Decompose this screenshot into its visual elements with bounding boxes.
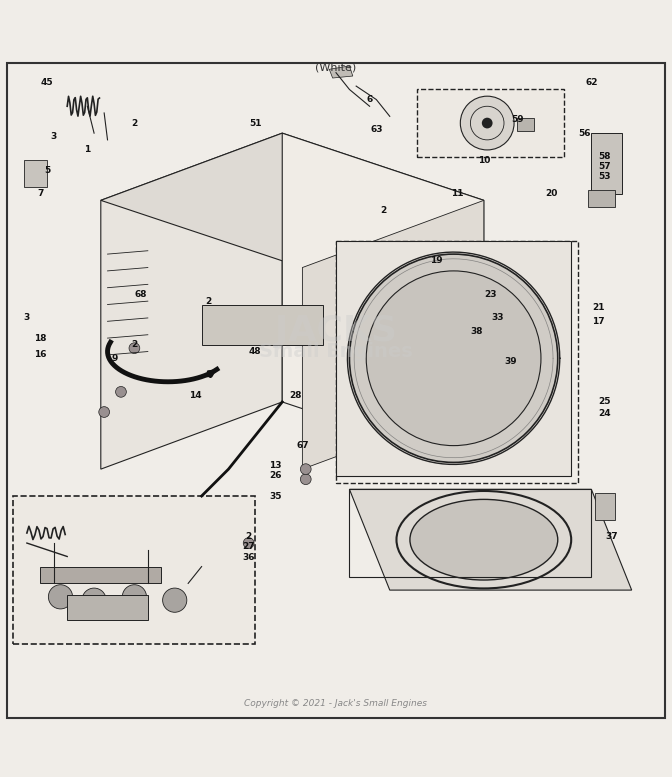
Polygon shape <box>282 133 484 469</box>
Circle shape <box>243 538 254 549</box>
Text: 33: 33 <box>491 313 503 322</box>
Bar <box>517 117 534 131</box>
Bar <box>417 89 564 157</box>
Text: 19: 19 <box>431 256 443 265</box>
Bar <box>67 595 148 620</box>
Circle shape <box>349 254 558 462</box>
Text: 13: 13 <box>269 462 282 470</box>
Text: 48: 48 <box>249 347 261 356</box>
Text: 16: 16 <box>34 350 46 360</box>
Text: 62: 62 <box>585 78 597 87</box>
Text: 18: 18 <box>34 333 46 343</box>
Polygon shape <box>24 160 47 187</box>
Text: 37: 37 <box>605 531 618 541</box>
Text: 17: 17 <box>592 317 604 326</box>
Circle shape <box>82 588 106 612</box>
Text: 63: 63 <box>370 125 382 134</box>
Text: 11: 11 <box>451 189 463 198</box>
Polygon shape <box>336 241 571 476</box>
Text: 53: 53 <box>599 172 611 181</box>
Text: 6: 6 <box>366 95 373 104</box>
Text: 45: 45 <box>41 78 53 87</box>
Text: 10: 10 <box>478 155 490 165</box>
Circle shape <box>129 343 140 354</box>
Text: 36: 36 <box>243 553 255 563</box>
Circle shape <box>366 271 541 446</box>
Polygon shape <box>349 490 632 590</box>
Circle shape <box>116 386 126 397</box>
Bar <box>40 566 161 584</box>
Text: 35: 35 <box>269 492 282 500</box>
Bar <box>595 493 615 520</box>
Text: 56: 56 <box>579 129 591 138</box>
Text: 24: 24 <box>599 409 611 418</box>
Text: 3: 3 <box>24 313 30 322</box>
Text: 39: 39 <box>505 357 517 366</box>
Bar <box>13 496 255 644</box>
Polygon shape <box>101 133 282 469</box>
Text: 2: 2 <box>131 340 138 350</box>
Circle shape <box>300 464 311 475</box>
Polygon shape <box>101 133 484 267</box>
Text: 28: 28 <box>290 391 302 399</box>
Text: 67: 67 <box>296 441 308 450</box>
Text: 68: 68 <box>135 290 147 299</box>
Text: 23: 23 <box>485 290 497 299</box>
Polygon shape <box>302 200 484 469</box>
Text: 59: 59 <box>511 115 523 124</box>
Text: 1: 1 <box>84 145 91 155</box>
Bar <box>588 190 615 207</box>
Text: 2: 2 <box>245 531 252 541</box>
Text: JACKS: JACKS <box>275 315 397 348</box>
Text: 5: 5 <box>44 166 50 175</box>
Circle shape <box>482 117 493 128</box>
Text: 4: 4 <box>205 371 212 379</box>
Text: 14: 14 <box>189 391 201 399</box>
Circle shape <box>48 585 73 609</box>
Circle shape <box>460 96 514 150</box>
Text: 51: 51 <box>249 119 261 127</box>
Polygon shape <box>329 66 353 78</box>
Text: 2: 2 <box>131 119 138 127</box>
Text: 2: 2 <box>205 297 212 305</box>
Text: 9: 9 <box>111 354 118 363</box>
Text: 27: 27 <box>243 542 255 551</box>
Text: 3: 3 <box>50 132 57 141</box>
Text: (White): (White) <box>315 63 357 72</box>
Text: 58: 58 <box>599 152 611 161</box>
Text: Copyright © 2021 - Jack's Small Engines: Copyright © 2021 - Jack's Small Engines <box>245 699 427 708</box>
Circle shape <box>122 585 146 609</box>
Text: 25: 25 <box>599 398 611 406</box>
Ellipse shape <box>410 500 558 580</box>
Text: 20: 20 <box>545 189 557 198</box>
Bar <box>591 133 622 193</box>
Text: 57: 57 <box>599 162 611 171</box>
Text: 26: 26 <box>269 472 282 480</box>
Text: Small Engines: Small Engines <box>259 342 413 361</box>
Text: 38: 38 <box>471 327 483 336</box>
Text: 21: 21 <box>592 303 604 312</box>
Bar <box>202 305 323 345</box>
Circle shape <box>99 406 110 417</box>
Text: 7: 7 <box>37 189 44 198</box>
Circle shape <box>163 588 187 612</box>
Text: 2: 2 <box>380 206 386 215</box>
Circle shape <box>300 474 311 485</box>
